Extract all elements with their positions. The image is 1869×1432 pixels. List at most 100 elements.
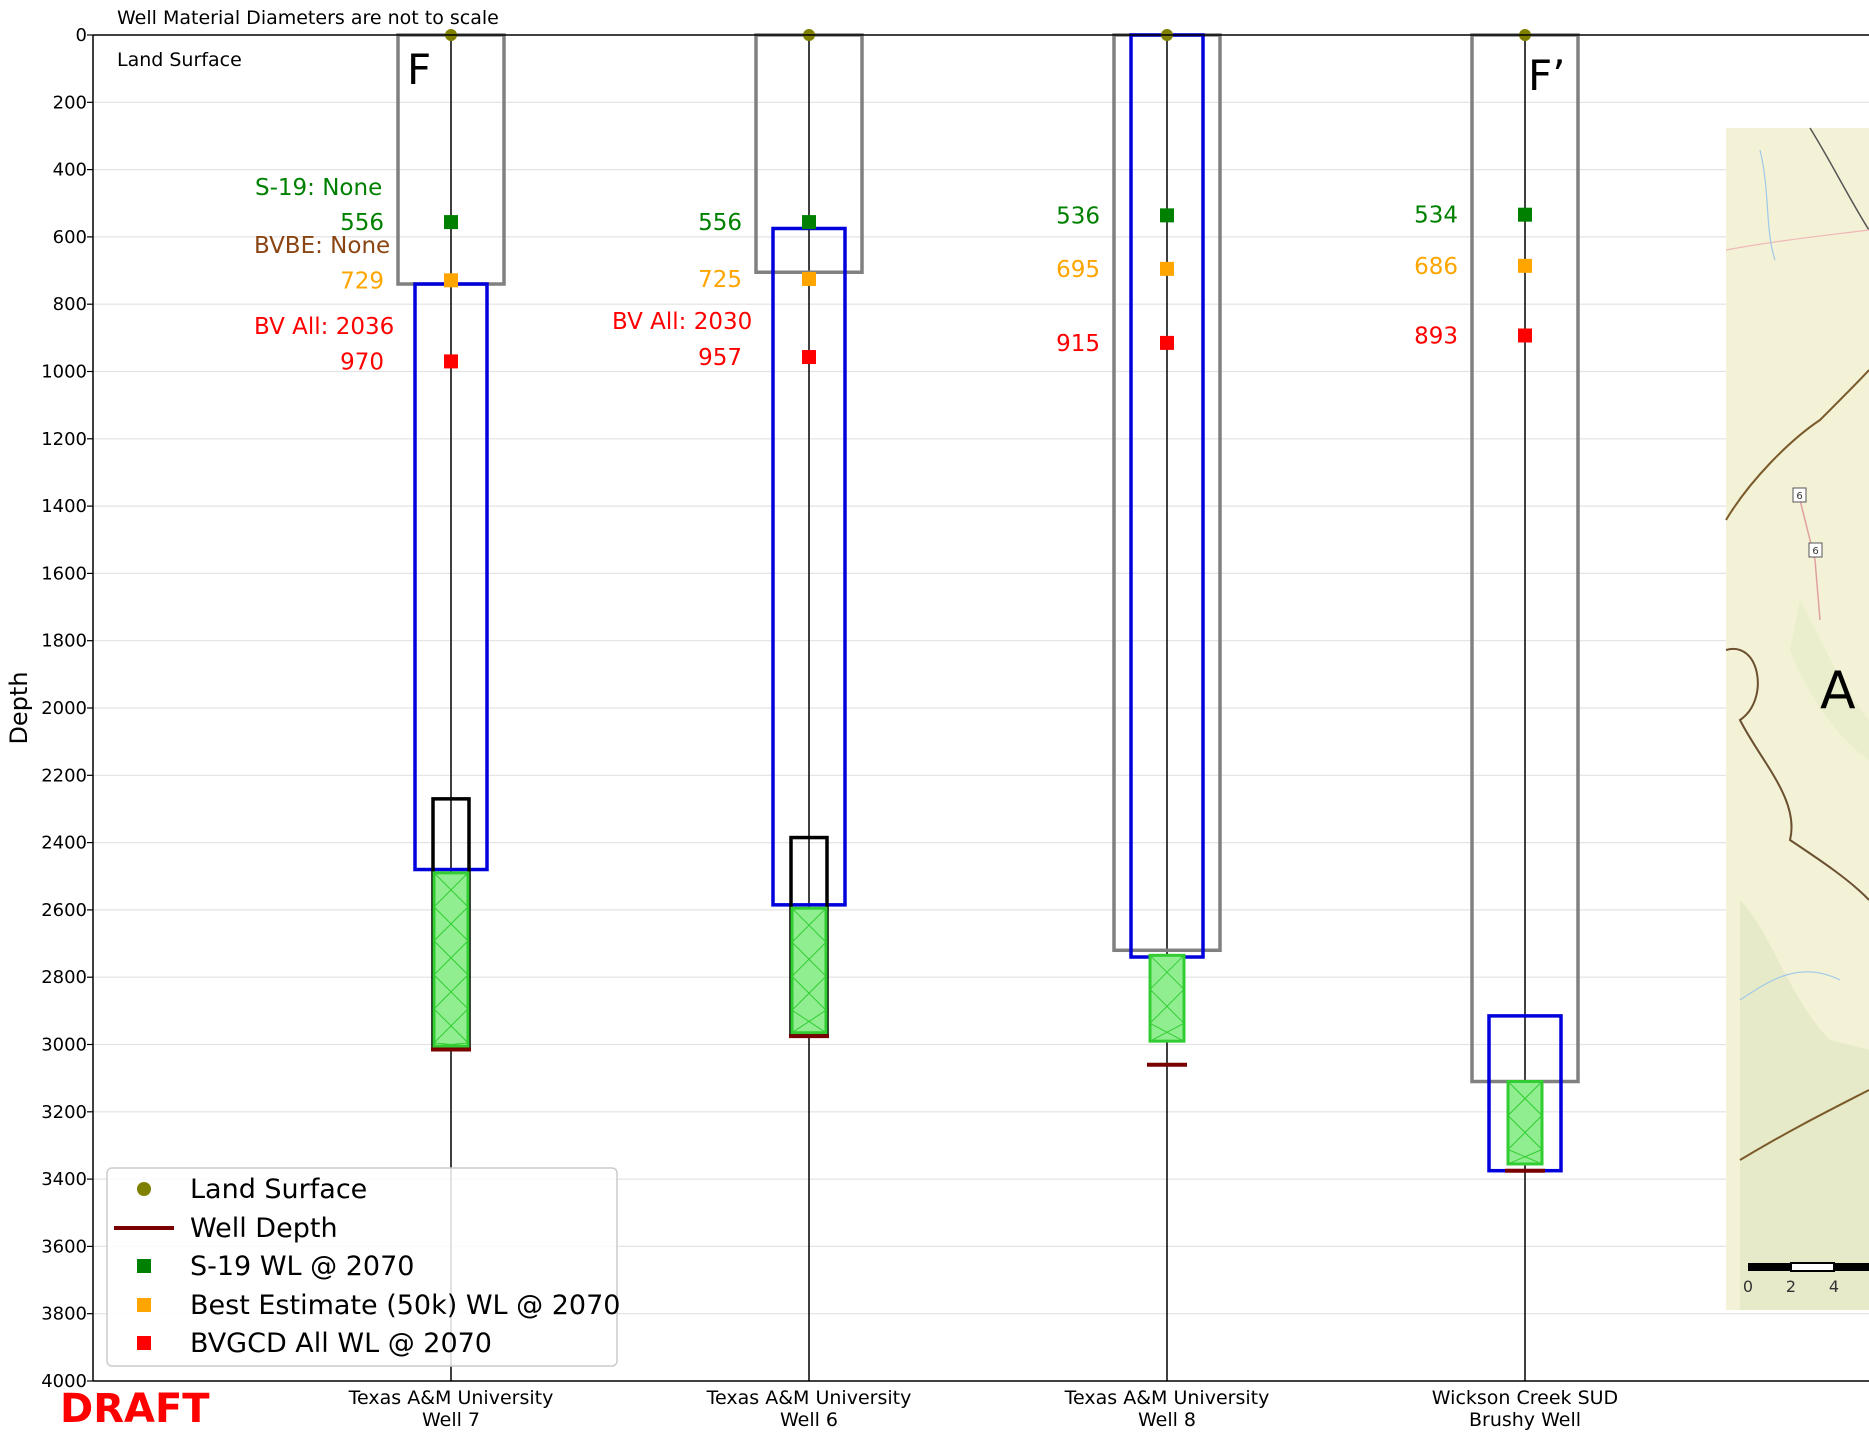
map-scale-tick: 0 <box>1743 1277 1753 1296</box>
legend-land-surface-symbol <box>137 1182 151 1196</box>
bvgcd-value-label: 957 <box>698 345 742 371</box>
section-start-label: F <box>407 45 431 94</box>
well-id-label: Brushy Well <box>1469 1409 1581 1431</box>
y-tick-label: 400 <box>53 160 87 181</box>
bvgcd-value-label: 915 <box>1056 331 1100 357</box>
screen-hatch <box>1507 1115 1543 1150</box>
screen-hatch <box>433 940 469 976</box>
wells <box>396 33 1580 1381</box>
road-shield-label: 6 <box>1796 491 1802 502</box>
well-name-label: Wickson Creek SUD <box>1432 1387 1618 1409</box>
road-shield-label: 6 <box>1812 546 1818 557</box>
best-estimate-marker <box>802 271 816 286</box>
s19-value-label: 534 <box>1414 203 1458 229</box>
y-tick-label: 1200 <box>41 429 87 450</box>
well-name-label: Texas A&M University <box>1064 1387 1270 1409</box>
well-annotation: BVBE: None <box>254 233 390 259</box>
water-level-markers <box>444 29 1532 369</box>
scale-note: Well Material Diameters are not to scale <box>117 7 499 29</box>
legend-bvgcd-symbol <box>137 1336 151 1350</box>
draft-label: DRAFT <box>60 1386 210 1432</box>
y-tick-label: 0 <box>76 25 87 46</box>
well-annotation: BV All: 2030 <box>612 309 752 335</box>
y-tick-label: 2600 <box>41 900 87 921</box>
value-labels: 556 729 970 S-19: None BVBE: None BV All: 203… <box>254 175 1458 375</box>
y-tick-label: 1800 <box>41 631 87 652</box>
legend-s19-symbol <box>137 1259 151 1273</box>
y-tick-label: 4000 <box>41 1371 87 1392</box>
y-tick-label: 800 <box>53 294 87 315</box>
screen-hatch <box>433 1042 469 1047</box>
map-inset: 6 6 A 0 2 4 <box>1725 127 1869 1310</box>
bvgcd-value-label: 970 <box>340 349 384 375</box>
legend-label: BVGCD All WL @ 2070 <box>190 1328 492 1359</box>
screen-hatch <box>1149 1022 1185 1042</box>
map-scale-tick: 2 <box>1786 1277 1796 1296</box>
grid-lines <box>93 101 1869 1315</box>
legend-best_estimate-symbol <box>137 1298 151 1312</box>
screen-hatch <box>433 974 469 1010</box>
section-end-label: F’ <box>1528 51 1566 100</box>
well-id-label: Well 7 <box>422 1409 480 1431</box>
y-tick-label: 3000 <box>41 1035 87 1056</box>
y-tick-label: 3400 <box>41 1169 87 1190</box>
bvgcd-value-label: 893 <box>1414 323 1458 349</box>
well-id-label: Well 6 <box>780 1409 838 1431</box>
bvgcd-marker <box>444 354 458 369</box>
s19-marker <box>1160 208 1174 223</box>
best-estimate-value-label: 686 <box>1414 254 1458 280</box>
y-tick-label: 2800 <box>41 967 87 988</box>
y-tick-label: 2400 <box>41 833 87 854</box>
bvgcd-marker <box>1518 328 1532 343</box>
well-annotation: BV All: 2036 <box>254 314 394 340</box>
screen-hatch <box>433 1008 469 1044</box>
legend-label: Best Estimate (50k) WL @ 2070 <box>190 1290 620 1321</box>
map-scale-bar <box>1748 1262 1869 1272</box>
legend-label: S-19 WL @ 2070 <box>190 1251 414 1282</box>
s19-marker <box>802 215 816 230</box>
y-tick-label: 2000 <box>41 698 87 719</box>
y-tick-label: 1600 <box>41 563 87 584</box>
s19-marker <box>444 215 458 230</box>
well-screen <box>1148 953 1186 1043</box>
land-surface-note: Land Surface <box>117 49 242 71</box>
legend-label: Land Surface <box>190 1174 367 1205</box>
map-label: A <box>1820 661 1856 721</box>
screen-hatch <box>433 872 469 908</box>
bvgcd-marker <box>1160 335 1174 350</box>
s19-marker <box>1518 207 1532 222</box>
y-tick-label: 3600 <box>41 1236 87 1257</box>
screen-hatch <box>1507 1081 1543 1116</box>
screen-hatch <box>1149 988 1185 1024</box>
well-id-label: Well 8 <box>1138 1409 1196 1431</box>
screen-hatch <box>433 906 469 942</box>
screen-hatch <box>791 1009 827 1034</box>
y-tick-label: 3800 <box>41 1304 87 1325</box>
y-tick-label: 2200 <box>41 765 87 786</box>
best-estimate-marker <box>1160 261 1174 276</box>
screen-hatch <box>1149 954 1185 990</box>
best-estimate-value-label: 695 <box>1056 257 1100 283</box>
well-name-label: Texas A&M University <box>348 1387 554 1409</box>
s19-value-label: 556 <box>340 210 384 236</box>
legend-box <box>106 1167 618 1367</box>
s19-value-label: 556 <box>698 210 742 236</box>
well-annotation: S-19: None <box>255 175 382 201</box>
s19-value-label: 536 <box>1056 203 1100 229</box>
y-axis-ticks: 0 200 400 600 800 1000 1200 1400 1600 1800 2000 220… <box>41 25 93 1392</box>
best-estimate-marker <box>444 273 458 288</box>
well-name-label: Texas A&M University <box>706 1387 912 1409</box>
legend-label: Well Depth <box>190 1213 338 1244</box>
screen-hatch <box>1507 1149 1543 1165</box>
y-tick-label: 3200 <box>41 1102 87 1123</box>
screen-hatch <box>791 941 827 977</box>
legend: Land Surface Well Depth S-19 WL @ 2070 Best… <box>106 1167 620 1367</box>
well-screen <box>432 871 470 1048</box>
best-estimate-value-label: 725 <box>698 267 742 293</box>
y-tick-label: 600 <box>53 227 87 248</box>
screen-hatch <box>791 907 827 943</box>
y-axis-label: Depth <box>5 671 33 744</box>
map-scale-tick: 4 <box>1829 1277 1839 1296</box>
